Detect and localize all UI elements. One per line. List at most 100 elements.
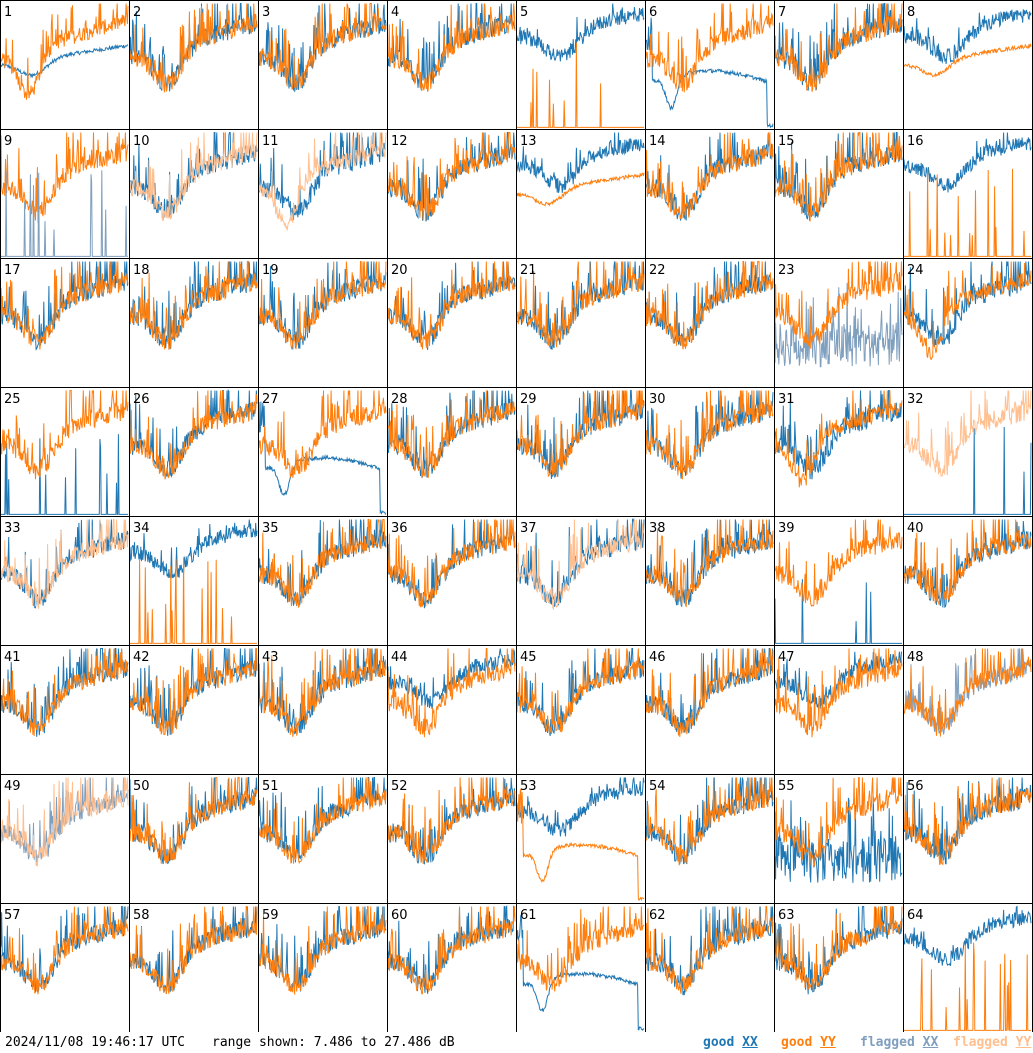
panel-42: 42: [129, 645, 259, 775]
series-line-yy: [0, 261, 129, 350]
panel-5: 5: [516, 0, 646, 130]
panel-52: 52: [387, 774, 517, 904]
series-line-yy: [516, 390, 645, 478]
panel-15: 15: [774, 129, 904, 259]
panel-label: 19: [262, 263, 279, 278]
panel-51: 51: [258, 774, 388, 904]
panel-label: 38: [649, 521, 666, 536]
panel-label: 60: [391, 908, 408, 923]
panel-43: 43: [258, 645, 388, 775]
series-line-xx: [258, 132, 387, 221]
series-line-yy: [774, 648, 903, 738]
panel-24: 24: [903, 258, 1033, 388]
legend-pol: XX: [742, 1035, 758, 1050]
series-line-xx: [516, 261, 645, 350]
series-line-xx: [903, 905, 1032, 967]
series-line-xx: [1, 170, 128, 257]
panel-44: 44: [387, 645, 517, 775]
panel-6: 6: [645, 0, 775, 130]
panel-62: 62: [645, 903, 775, 1032]
legend-prefix: flagged: [953, 1035, 1008, 1050]
panel-label: 62: [649, 908, 666, 923]
series-line-yy: [516, 788, 645, 902]
panel-label: 61: [520, 908, 537, 923]
panel-3: 3: [258, 0, 388, 130]
series-line-yy: [516, 519, 645, 611]
panel-9: 9: [0, 129, 130, 259]
series-line-yy: [774, 261, 903, 349]
series-line-xx: [903, 132, 1032, 193]
series-line-xx: [0, 519, 129, 609]
series-line-yy: [0, 519, 129, 609]
panel-label: 24: [907, 263, 924, 278]
panel-31: 31: [774, 387, 904, 517]
series-line-yy: [258, 519, 387, 609]
panel-label: 5: [520, 5, 528, 20]
panel-2: 2: [129, 0, 259, 130]
panel-21: 21: [516, 258, 646, 388]
series-line-yy: [645, 3, 774, 93]
series-line-xx: [516, 3, 645, 62]
panel-8: 8: [903, 0, 1033, 130]
series-line-yy: [0, 777, 129, 867]
panel-20: 20: [387, 258, 517, 388]
panel-57: 57: [0, 903, 130, 1032]
series-line-yy: [129, 132, 258, 222]
panel-label: 28: [391, 392, 408, 407]
panel-37: 37: [516, 516, 646, 646]
series-line-xx: [516, 777, 645, 837]
series-line-yy: [129, 3, 258, 93]
series-line-yy: [387, 132, 516, 222]
legend-pol: YY: [1015, 1035, 1032, 1050]
panel-label: 31: [778, 392, 795, 407]
panel-label: 14: [649, 134, 666, 149]
panel-33: 33: [0, 516, 130, 646]
panel-label: 21: [520, 263, 537, 278]
panel-label: 10: [133, 134, 150, 149]
panel-label: 22: [649, 263, 666, 278]
series-line-xx: [645, 519, 774, 607]
panel-19: 19: [258, 258, 388, 388]
panel-60: 60: [387, 903, 517, 1032]
panel-11: 11: [258, 129, 388, 259]
series-line-yy: [387, 648, 516, 738]
series-line-xx: [0, 261, 129, 351]
series-line-yy: [645, 777, 774, 866]
legend-pol: XX: [922, 1035, 939, 1050]
panel-28: 28: [387, 387, 517, 517]
panel-46: 46: [645, 645, 775, 775]
panel-27: 27: [258, 387, 388, 517]
series-line-yy: [387, 3, 516, 92]
series-line-xx: [774, 651, 903, 709]
series-line-xx: [1, 434, 128, 515]
panel-label: 51: [262, 779, 279, 794]
panel-59: 59: [258, 903, 388, 1032]
panel-label: 57: [4, 908, 21, 923]
series-line-yy: [904, 168, 1031, 257]
series-line-xx: [903, 9, 1032, 64]
panel-label: 11: [262, 134, 279, 149]
panel-label: 47: [778, 650, 795, 665]
panel-label: 15: [778, 134, 795, 149]
panel-17: 17: [0, 258, 130, 388]
panel-label: 35: [262, 521, 279, 536]
panel-16: 16: [903, 129, 1033, 259]
panel-label: 30: [649, 392, 666, 407]
panel-label: 37: [520, 521, 537, 536]
panel-64: 64: [903, 903, 1033, 1032]
series-line-yy: [258, 648, 387, 737]
series-line-xx: [774, 579, 902, 644]
panel-38: 38: [645, 516, 775, 646]
series-line-xx: [129, 3, 258, 92]
panel-label: 55: [778, 779, 795, 794]
series-line-yy: [903, 261, 1032, 360]
series-line-yy: [645, 519, 774, 608]
series-line-yy: [0, 648, 129, 737]
series-line-yy: [774, 390, 903, 488]
panel-label: 18: [133, 263, 150, 278]
series-line-xx: [645, 906, 774, 996]
series-line-yy: [0, 132, 129, 224]
panel-border: [0, 0, 130, 130]
series-line-yy: [516, 648, 645, 734]
panel-53: 53: [516, 774, 646, 904]
